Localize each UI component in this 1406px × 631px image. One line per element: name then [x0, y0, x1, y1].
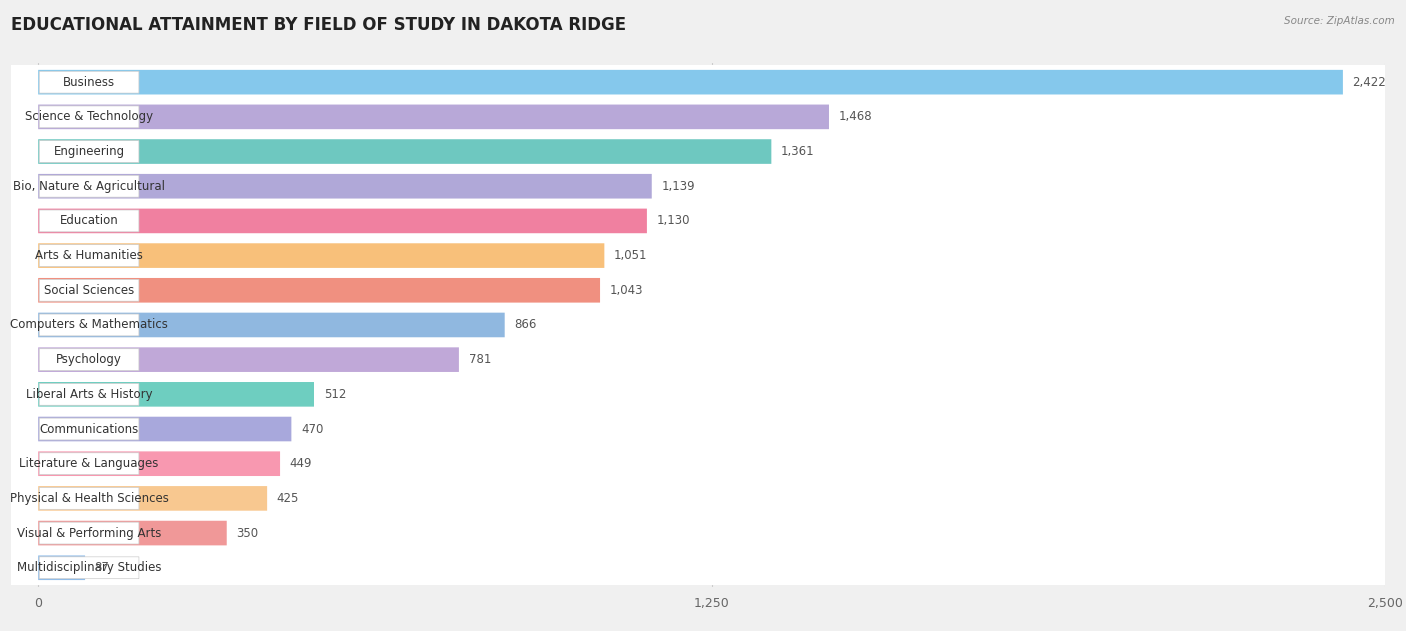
Text: Communications: Communications — [39, 423, 139, 435]
FancyBboxPatch shape — [38, 312, 505, 338]
FancyBboxPatch shape — [38, 416, 291, 441]
FancyBboxPatch shape — [39, 106, 139, 128]
Text: Liberal Arts & History: Liberal Arts & History — [25, 388, 152, 401]
FancyBboxPatch shape — [11, 342, 1385, 377]
Text: Visual & Performing Arts: Visual & Performing Arts — [17, 527, 162, 540]
Text: 470: 470 — [301, 423, 323, 435]
FancyBboxPatch shape — [38, 451, 280, 476]
FancyBboxPatch shape — [38, 244, 605, 268]
Text: EDUCATIONAL ATTAINMENT BY FIELD OF STUDY IN DAKOTA RIDGE: EDUCATIONAL ATTAINMENT BY FIELD OF STUDY… — [11, 16, 627, 34]
FancyBboxPatch shape — [11, 377, 1385, 411]
Text: Physical & Health Sciences: Physical & Health Sciences — [10, 492, 169, 505]
FancyBboxPatch shape — [11, 134, 1385, 169]
FancyBboxPatch shape — [39, 418, 139, 440]
FancyBboxPatch shape — [11, 100, 1385, 134]
Text: 1,361: 1,361 — [782, 145, 814, 158]
FancyBboxPatch shape — [11, 169, 1385, 204]
Text: 350: 350 — [236, 527, 259, 540]
Text: Literature & Languages: Literature & Languages — [20, 457, 159, 470]
FancyBboxPatch shape — [38, 382, 314, 406]
Text: 866: 866 — [515, 319, 537, 331]
FancyBboxPatch shape — [38, 105, 830, 129]
FancyBboxPatch shape — [39, 280, 139, 301]
FancyBboxPatch shape — [11, 239, 1385, 273]
Text: Business: Business — [63, 76, 115, 89]
FancyBboxPatch shape — [39, 175, 139, 197]
Text: 425: 425 — [277, 492, 299, 505]
FancyBboxPatch shape — [38, 347, 458, 372]
Text: Arts & Humanities: Arts & Humanities — [35, 249, 143, 262]
FancyBboxPatch shape — [11, 204, 1385, 239]
Text: 87: 87 — [94, 561, 110, 574]
FancyBboxPatch shape — [38, 70, 1343, 95]
FancyBboxPatch shape — [11, 550, 1385, 585]
Text: 512: 512 — [323, 388, 346, 401]
FancyBboxPatch shape — [39, 71, 139, 93]
FancyBboxPatch shape — [38, 521, 226, 545]
FancyBboxPatch shape — [11, 308, 1385, 342]
Text: Multidisciplinary Studies: Multidisciplinary Studies — [17, 561, 162, 574]
Text: 1,468: 1,468 — [838, 110, 872, 123]
Text: Social Sciences: Social Sciences — [44, 284, 134, 297]
FancyBboxPatch shape — [11, 516, 1385, 550]
Text: 2,422: 2,422 — [1353, 76, 1386, 89]
Text: 449: 449 — [290, 457, 312, 470]
FancyBboxPatch shape — [11, 411, 1385, 446]
FancyBboxPatch shape — [39, 349, 139, 370]
FancyBboxPatch shape — [38, 555, 84, 580]
FancyBboxPatch shape — [39, 522, 139, 544]
FancyBboxPatch shape — [39, 210, 139, 232]
FancyBboxPatch shape — [38, 174, 652, 199]
Text: Science & Technology: Science & Technology — [25, 110, 153, 123]
Text: Education: Education — [59, 215, 118, 227]
Text: Computers & Mathematics: Computers & Mathematics — [10, 319, 169, 331]
FancyBboxPatch shape — [38, 139, 772, 164]
FancyBboxPatch shape — [11, 446, 1385, 481]
FancyBboxPatch shape — [39, 314, 139, 336]
FancyBboxPatch shape — [39, 245, 139, 266]
FancyBboxPatch shape — [11, 65, 1385, 100]
FancyBboxPatch shape — [38, 278, 600, 303]
Text: Psychology: Psychology — [56, 353, 122, 366]
FancyBboxPatch shape — [38, 209, 647, 233]
Text: Bio, Nature & Agricultural: Bio, Nature & Agricultural — [13, 180, 165, 192]
Text: 781: 781 — [468, 353, 491, 366]
Text: Source: ZipAtlas.com: Source: ZipAtlas.com — [1284, 16, 1395, 26]
FancyBboxPatch shape — [39, 488, 139, 509]
FancyBboxPatch shape — [11, 481, 1385, 516]
FancyBboxPatch shape — [39, 384, 139, 405]
Text: 1,051: 1,051 — [614, 249, 648, 262]
Text: 1,139: 1,139 — [661, 180, 695, 192]
FancyBboxPatch shape — [11, 273, 1385, 308]
FancyBboxPatch shape — [39, 557, 139, 579]
FancyBboxPatch shape — [39, 141, 139, 162]
Text: 1,130: 1,130 — [657, 215, 690, 227]
Text: Engineering: Engineering — [53, 145, 125, 158]
FancyBboxPatch shape — [38, 486, 267, 510]
Text: 1,043: 1,043 — [610, 284, 643, 297]
FancyBboxPatch shape — [39, 453, 139, 475]
